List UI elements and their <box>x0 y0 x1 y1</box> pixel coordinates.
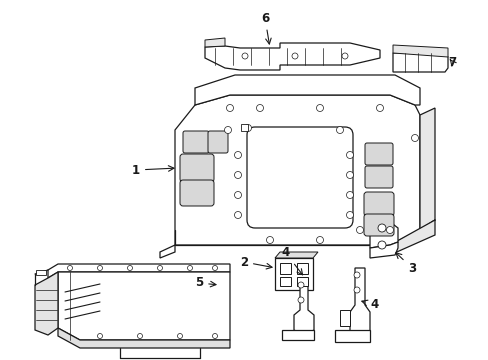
Text: 4: 4 <box>281 247 302 275</box>
Polygon shape <box>204 38 224 47</box>
Circle shape <box>234 152 241 158</box>
Circle shape <box>242 53 247 59</box>
Circle shape <box>297 297 304 303</box>
Polygon shape <box>195 75 419 105</box>
FancyBboxPatch shape <box>207 131 227 153</box>
Circle shape <box>212 333 217 338</box>
Circle shape <box>234 171 241 179</box>
Circle shape <box>346 212 353 219</box>
Circle shape <box>377 241 385 249</box>
Polygon shape <box>293 278 313 335</box>
Circle shape <box>377 224 385 232</box>
Polygon shape <box>58 272 229 340</box>
Polygon shape <box>392 45 447 57</box>
Circle shape <box>386 226 393 234</box>
Polygon shape <box>175 95 419 245</box>
FancyBboxPatch shape <box>180 180 214 206</box>
Circle shape <box>376 104 383 112</box>
Polygon shape <box>204 43 379 70</box>
Circle shape <box>346 171 353 179</box>
Circle shape <box>226 104 233 112</box>
Bar <box>241 124 247 131</box>
Polygon shape <box>369 242 397 258</box>
Text: 1: 1 <box>132 163 174 176</box>
Polygon shape <box>35 272 58 335</box>
Circle shape <box>316 237 323 243</box>
Polygon shape <box>58 328 229 348</box>
FancyBboxPatch shape <box>363 192 393 216</box>
Circle shape <box>67 266 72 270</box>
Polygon shape <box>369 218 397 248</box>
Text: 4: 4 <box>361 298 378 311</box>
Circle shape <box>346 152 353 158</box>
FancyBboxPatch shape <box>364 166 392 188</box>
Circle shape <box>353 287 359 293</box>
Circle shape <box>291 53 297 59</box>
Text: 3: 3 <box>395 253 415 274</box>
Circle shape <box>244 125 251 131</box>
Circle shape <box>356 226 363 234</box>
Circle shape <box>256 104 263 112</box>
Circle shape <box>353 272 359 278</box>
Polygon shape <box>339 310 349 326</box>
Text: 2: 2 <box>240 256 271 269</box>
Circle shape <box>346 192 353 198</box>
Circle shape <box>224 126 231 134</box>
Circle shape <box>341 53 347 59</box>
Circle shape <box>297 282 304 288</box>
Circle shape <box>97 266 102 270</box>
Polygon shape <box>349 268 369 338</box>
Text: 7: 7 <box>447 55 455 68</box>
Circle shape <box>411 135 418 141</box>
Text: 5: 5 <box>195 276 216 289</box>
Circle shape <box>212 266 217 270</box>
Circle shape <box>234 212 241 219</box>
Circle shape <box>336 126 343 134</box>
Bar <box>296 263 307 274</box>
Bar <box>36 270 46 275</box>
Text: 6: 6 <box>260 12 271 44</box>
Polygon shape <box>389 220 434 255</box>
Bar <box>280 263 290 274</box>
Circle shape <box>316 104 323 112</box>
Circle shape <box>157 266 162 270</box>
Polygon shape <box>48 264 229 278</box>
FancyBboxPatch shape <box>364 143 392 165</box>
FancyBboxPatch shape <box>183 131 208 153</box>
Circle shape <box>234 192 241 198</box>
Polygon shape <box>282 330 313 340</box>
FancyBboxPatch shape <box>363 214 393 236</box>
Polygon shape <box>392 53 447 72</box>
Polygon shape <box>160 245 175 258</box>
Polygon shape <box>334 330 369 342</box>
FancyBboxPatch shape <box>246 127 352 228</box>
Polygon shape <box>419 108 434 230</box>
Polygon shape <box>274 252 317 258</box>
Polygon shape <box>274 258 312 290</box>
Circle shape <box>266 237 273 243</box>
Circle shape <box>137 333 142 338</box>
Circle shape <box>177 333 182 338</box>
Circle shape <box>187 266 192 270</box>
Circle shape <box>127 266 132 270</box>
Circle shape <box>97 333 102 338</box>
Bar <box>296 277 307 286</box>
FancyBboxPatch shape <box>180 154 214 182</box>
Bar <box>280 277 290 286</box>
